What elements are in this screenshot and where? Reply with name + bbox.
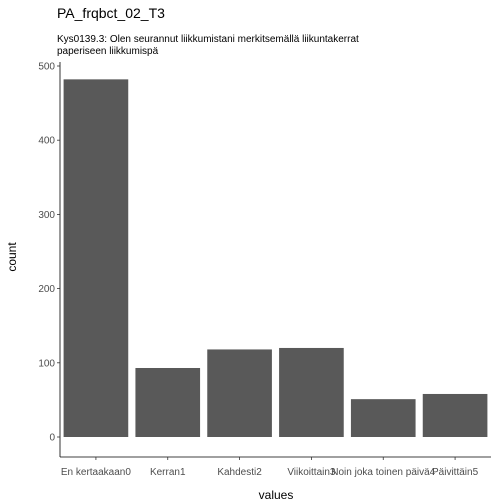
x-axis: En kertaakaan0 Kerran1 Kahdesti2 Viikoittai… [60,456,491,478]
y-tick-label: 200 [38,284,55,295]
bars [63,79,488,437]
y-tick-label: 100 [38,358,55,369]
x-tick-label: Viikoittain3 [287,467,336,478]
y-tick-label: 500 [38,62,55,73]
x-axis-title: values [259,488,294,502]
y-tick-label: 0 [49,433,55,444]
bar [63,79,129,437]
bar [135,367,201,437]
x-tick-label: Päivittäin5 [432,467,479,478]
bar [279,347,344,437]
y-tick-label: 400 [38,136,55,147]
bar [207,349,272,437]
x-tick-label: Noin joka toinen päivä4 [331,467,435,478]
chart-subtitle-line-1: Kys0139.3: Olen seurannut liikkumistani … [57,34,359,45]
chart-title: PA_frqbct_02_T3 [57,5,165,21]
x-tick-label: Kahdesti2 [217,467,262,478]
bar [350,399,416,437]
y-tick-label: 300 [38,210,55,221]
x-tick-label: Kerran1 [150,467,186,478]
y-axis: 0 100 200 300 400 500 [38,62,61,457]
chart-subtitle-line-2: paperiseen liikkumispä [57,46,159,57]
bar [422,393,488,437]
x-tick-label: En kertaakaan0 [61,467,131,478]
y-axis-title: count [5,242,19,272]
